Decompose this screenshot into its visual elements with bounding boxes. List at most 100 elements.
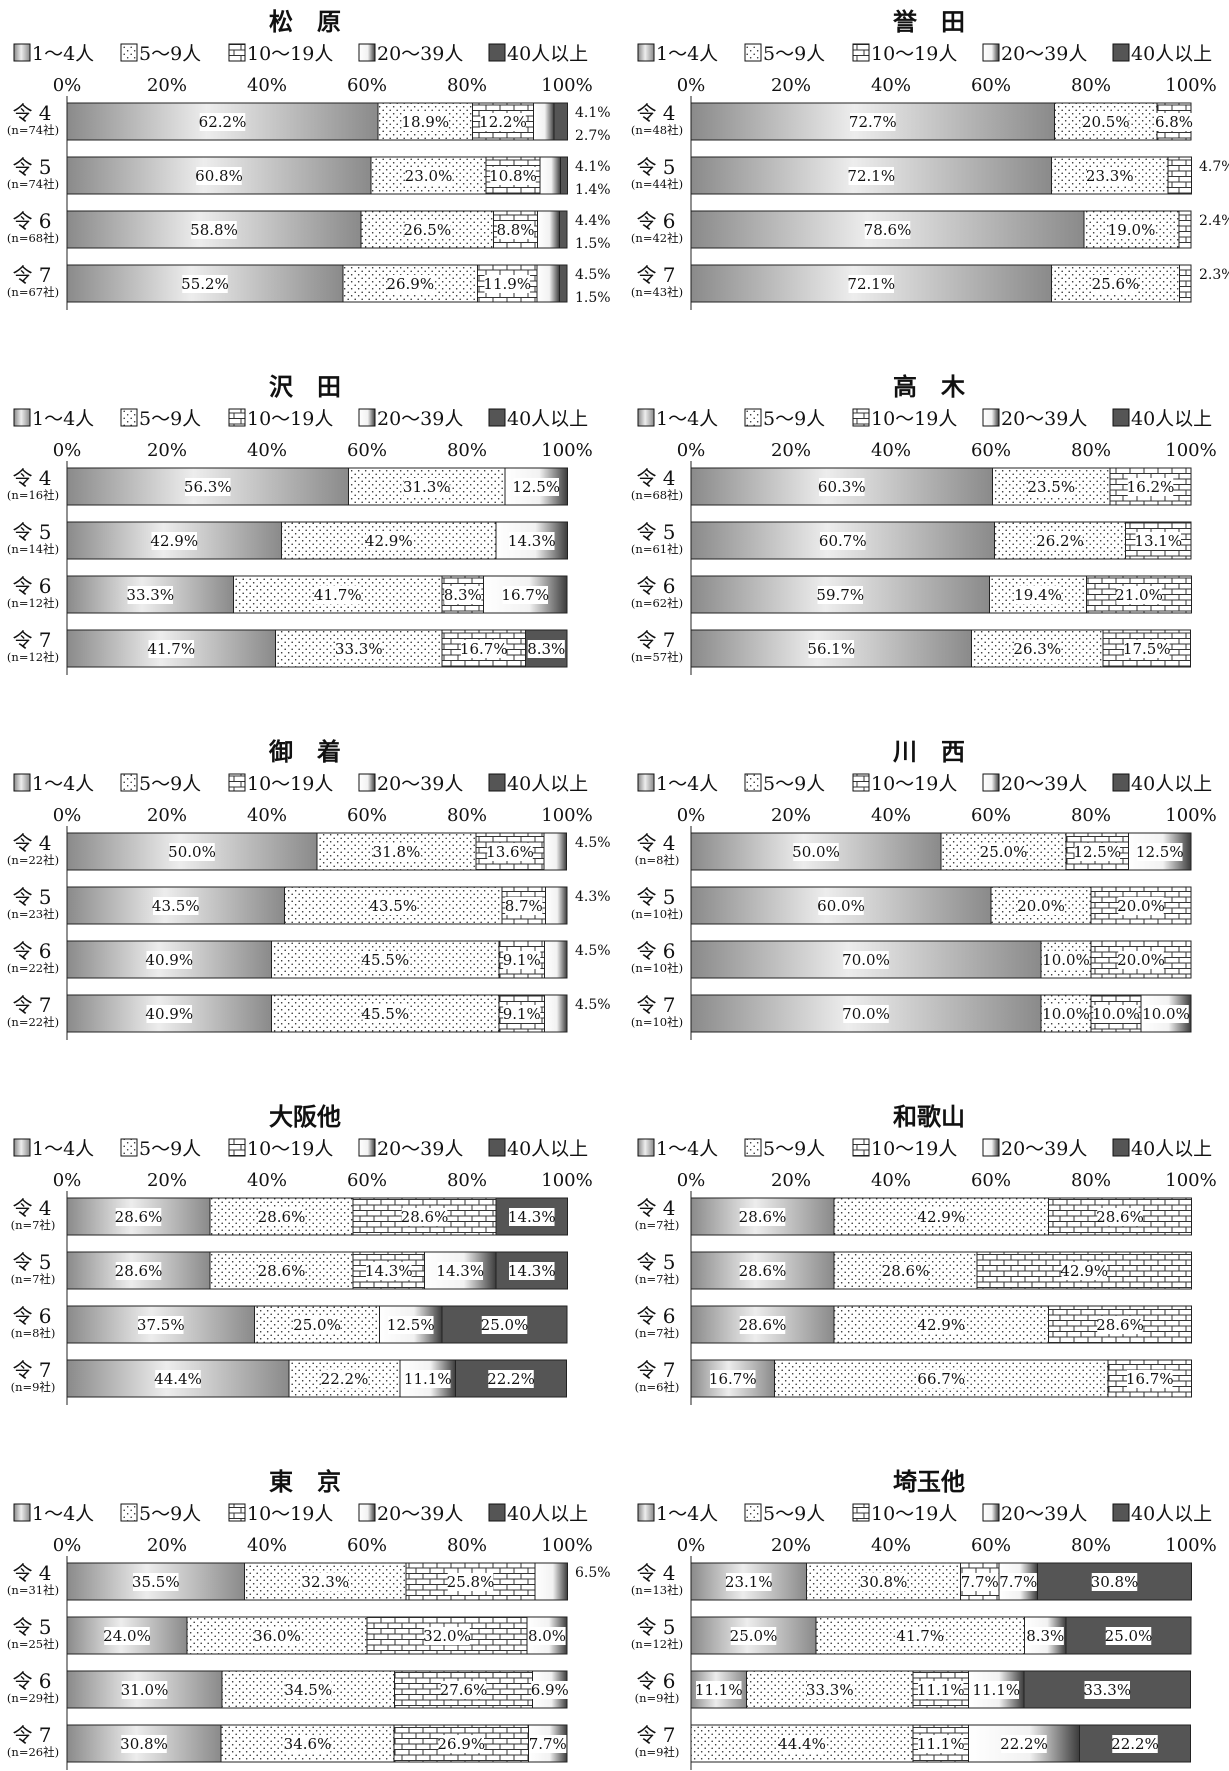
axis-tick-label: 20% xyxy=(147,1535,187,1556)
axis-tick-label: 100% xyxy=(541,440,592,461)
axis-tick-label: 40% xyxy=(247,440,287,461)
data-label: 8.3% xyxy=(444,586,482,604)
chart-title: 和歌山 xyxy=(893,1103,965,1131)
legend: 1～4人 5～9人 10～19人 20～39人 40人以上 xyxy=(637,1138,1212,1160)
data-label-bg xyxy=(405,1370,451,1388)
data-label-bg xyxy=(1097,1316,1143,1334)
bar-segment xyxy=(543,832,567,871)
data-label-bg xyxy=(807,1681,853,1699)
bar-row: 令 4(n=7社) 28.6% 28.6% 28.6% 14.3% xyxy=(11,1196,568,1236)
data-label: 24.0% xyxy=(103,1627,151,1645)
axis-tick-label: 0% xyxy=(677,440,706,461)
data-label: 25.6% xyxy=(1092,275,1140,293)
data-label-bg xyxy=(529,1735,567,1753)
legend-label: 5～9人 xyxy=(139,43,201,65)
data-label-bg xyxy=(918,1681,964,1699)
data-label: 44.4% xyxy=(778,1735,826,1753)
legend-label: 1～4人 xyxy=(656,1503,718,1525)
data-label-bg xyxy=(820,532,866,550)
data-label: 16.7% xyxy=(709,1370,757,1388)
legend-item: 20～39人 xyxy=(982,1503,1087,1525)
category-note: (n=48社) xyxy=(631,123,683,137)
bar-row: 令 4(n=68社) 60.3% 23.5% 16.2% xyxy=(631,466,1192,506)
data-label: 16.7% xyxy=(501,586,549,604)
bar-segment xyxy=(352,1251,425,1290)
bar-row: 令 6(n=29社) 31.0% 34.5% 27.6% 6.9% xyxy=(7,1669,569,1709)
legend: 1～4人 5～9人 10～19人 20～39人 40人以上 xyxy=(637,1503,1212,1525)
data-label: 16.7% xyxy=(460,640,508,658)
data-label: 11.1% xyxy=(917,1735,965,1753)
data-label: 22.2% xyxy=(321,1370,369,1388)
bar-row: 令 6(n=22社) 40.9% 45.5% 9.1% 4.5% xyxy=(7,939,611,979)
chart-panel: 大阪他 1～4人 5～9人 10～19人 20～39人 40人以上 0% 20% 40% 60% 8… xyxy=(11,1103,593,1405)
bar-row: 令 6(n=62社) 59.7% 19.4% 21.0% xyxy=(631,574,1192,614)
legend-item: 40人以上 xyxy=(488,408,588,430)
legend-swatch xyxy=(488,773,506,792)
bar-segment xyxy=(536,264,560,303)
data-label: 2.4% xyxy=(1199,213,1229,229)
axis-tick-label: 60% xyxy=(347,805,387,826)
legend: 1～4人 5～9人 10～19人 20～39人 40人以上 xyxy=(637,43,1212,65)
bar-segment xyxy=(539,156,561,195)
data-label-bg xyxy=(980,843,1027,861)
axis-tick-label: 60% xyxy=(347,75,387,96)
data-label-bg xyxy=(321,1370,368,1388)
axis-tick-label: 80% xyxy=(447,440,487,461)
category-note: (n=16社) xyxy=(7,488,59,502)
data-label: 10.0% xyxy=(1042,951,1090,969)
legend-label: 1～4人 xyxy=(32,43,94,65)
category-note: (n=12社) xyxy=(7,650,59,664)
category-label: 令 6 xyxy=(12,939,51,963)
bar-row: 令 5(n=23社) 43.5% 43.5% 8.7% 4.3% xyxy=(7,885,611,925)
chart-title: 沢 田 xyxy=(269,373,341,401)
data-label-bg xyxy=(138,1316,184,1334)
bar-row: 令 7(n=10社) 70.0% 10.0% 10.0% 10.0% xyxy=(631,993,1192,1033)
legend: 1～4人 5～9人 10～19人 20～39人 40人以上 xyxy=(13,43,588,65)
data-label: 45.5% xyxy=(361,951,409,969)
data-label-bg xyxy=(388,1316,434,1334)
data-label-bg xyxy=(146,951,192,969)
data-label: 56.1% xyxy=(807,640,855,658)
data-label-bg xyxy=(146,1005,192,1023)
data-label-bg xyxy=(503,1005,541,1023)
category-note: (n=9社) xyxy=(11,1380,56,1394)
data-label-bg xyxy=(739,1316,786,1334)
bar-row: 令 5(n=25社) 24.0% 36.0% 32.0% 8.0% xyxy=(7,1615,568,1655)
data-label-bg xyxy=(1127,478,1174,496)
data-label-bg xyxy=(779,1735,825,1753)
data-label-bg xyxy=(480,113,526,131)
data-label-bg xyxy=(404,478,450,496)
axis-tick-label: 40% xyxy=(247,75,287,96)
data-label: 26.5% xyxy=(403,221,451,239)
category-label: 令 5 xyxy=(12,155,51,179)
category-label: 令 5 xyxy=(636,885,675,909)
data-label-bg xyxy=(487,843,533,861)
data-label: 30.8% xyxy=(860,1573,908,1591)
category-note: (n=68社) xyxy=(7,231,59,245)
legend-swatch xyxy=(13,408,31,427)
category-label: 令 6 xyxy=(12,574,51,598)
data-label-bg xyxy=(1061,1262,1107,1280)
data-label-bg xyxy=(1108,221,1155,239)
legend-item: 10～19人 xyxy=(852,43,957,65)
data-label: 14.3% xyxy=(508,1208,556,1226)
axis-tick-label: 80% xyxy=(1071,805,1111,826)
legend-swatch xyxy=(358,43,376,62)
axis-tick-label: 0% xyxy=(53,1170,82,1191)
category-note: (n=74社) xyxy=(7,177,59,191)
legend-label: 20～39人 xyxy=(377,1138,463,1160)
axis-tick-label: 80% xyxy=(1071,440,1111,461)
category-label: 令 4 xyxy=(12,101,51,125)
legend-item: 40人以上 xyxy=(1112,773,1212,795)
legend-item: 5～9人 xyxy=(744,1138,825,1160)
data-label: 2.7% xyxy=(575,128,611,144)
data-label: 22.2% xyxy=(487,1370,535,1388)
category-label: 令 7 xyxy=(636,993,675,1017)
legend-label: 10～19人 xyxy=(871,408,957,430)
bar-row: 令 7(n=43社) 72.1% 25.6% 2.3% xyxy=(631,263,1229,303)
data-label-bg xyxy=(1124,640,1170,658)
legend-item: 1～4人 xyxy=(637,773,718,795)
axis-tick-label: 20% xyxy=(147,1170,187,1191)
axis-tick-label: 0% xyxy=(53,805,82,826)
